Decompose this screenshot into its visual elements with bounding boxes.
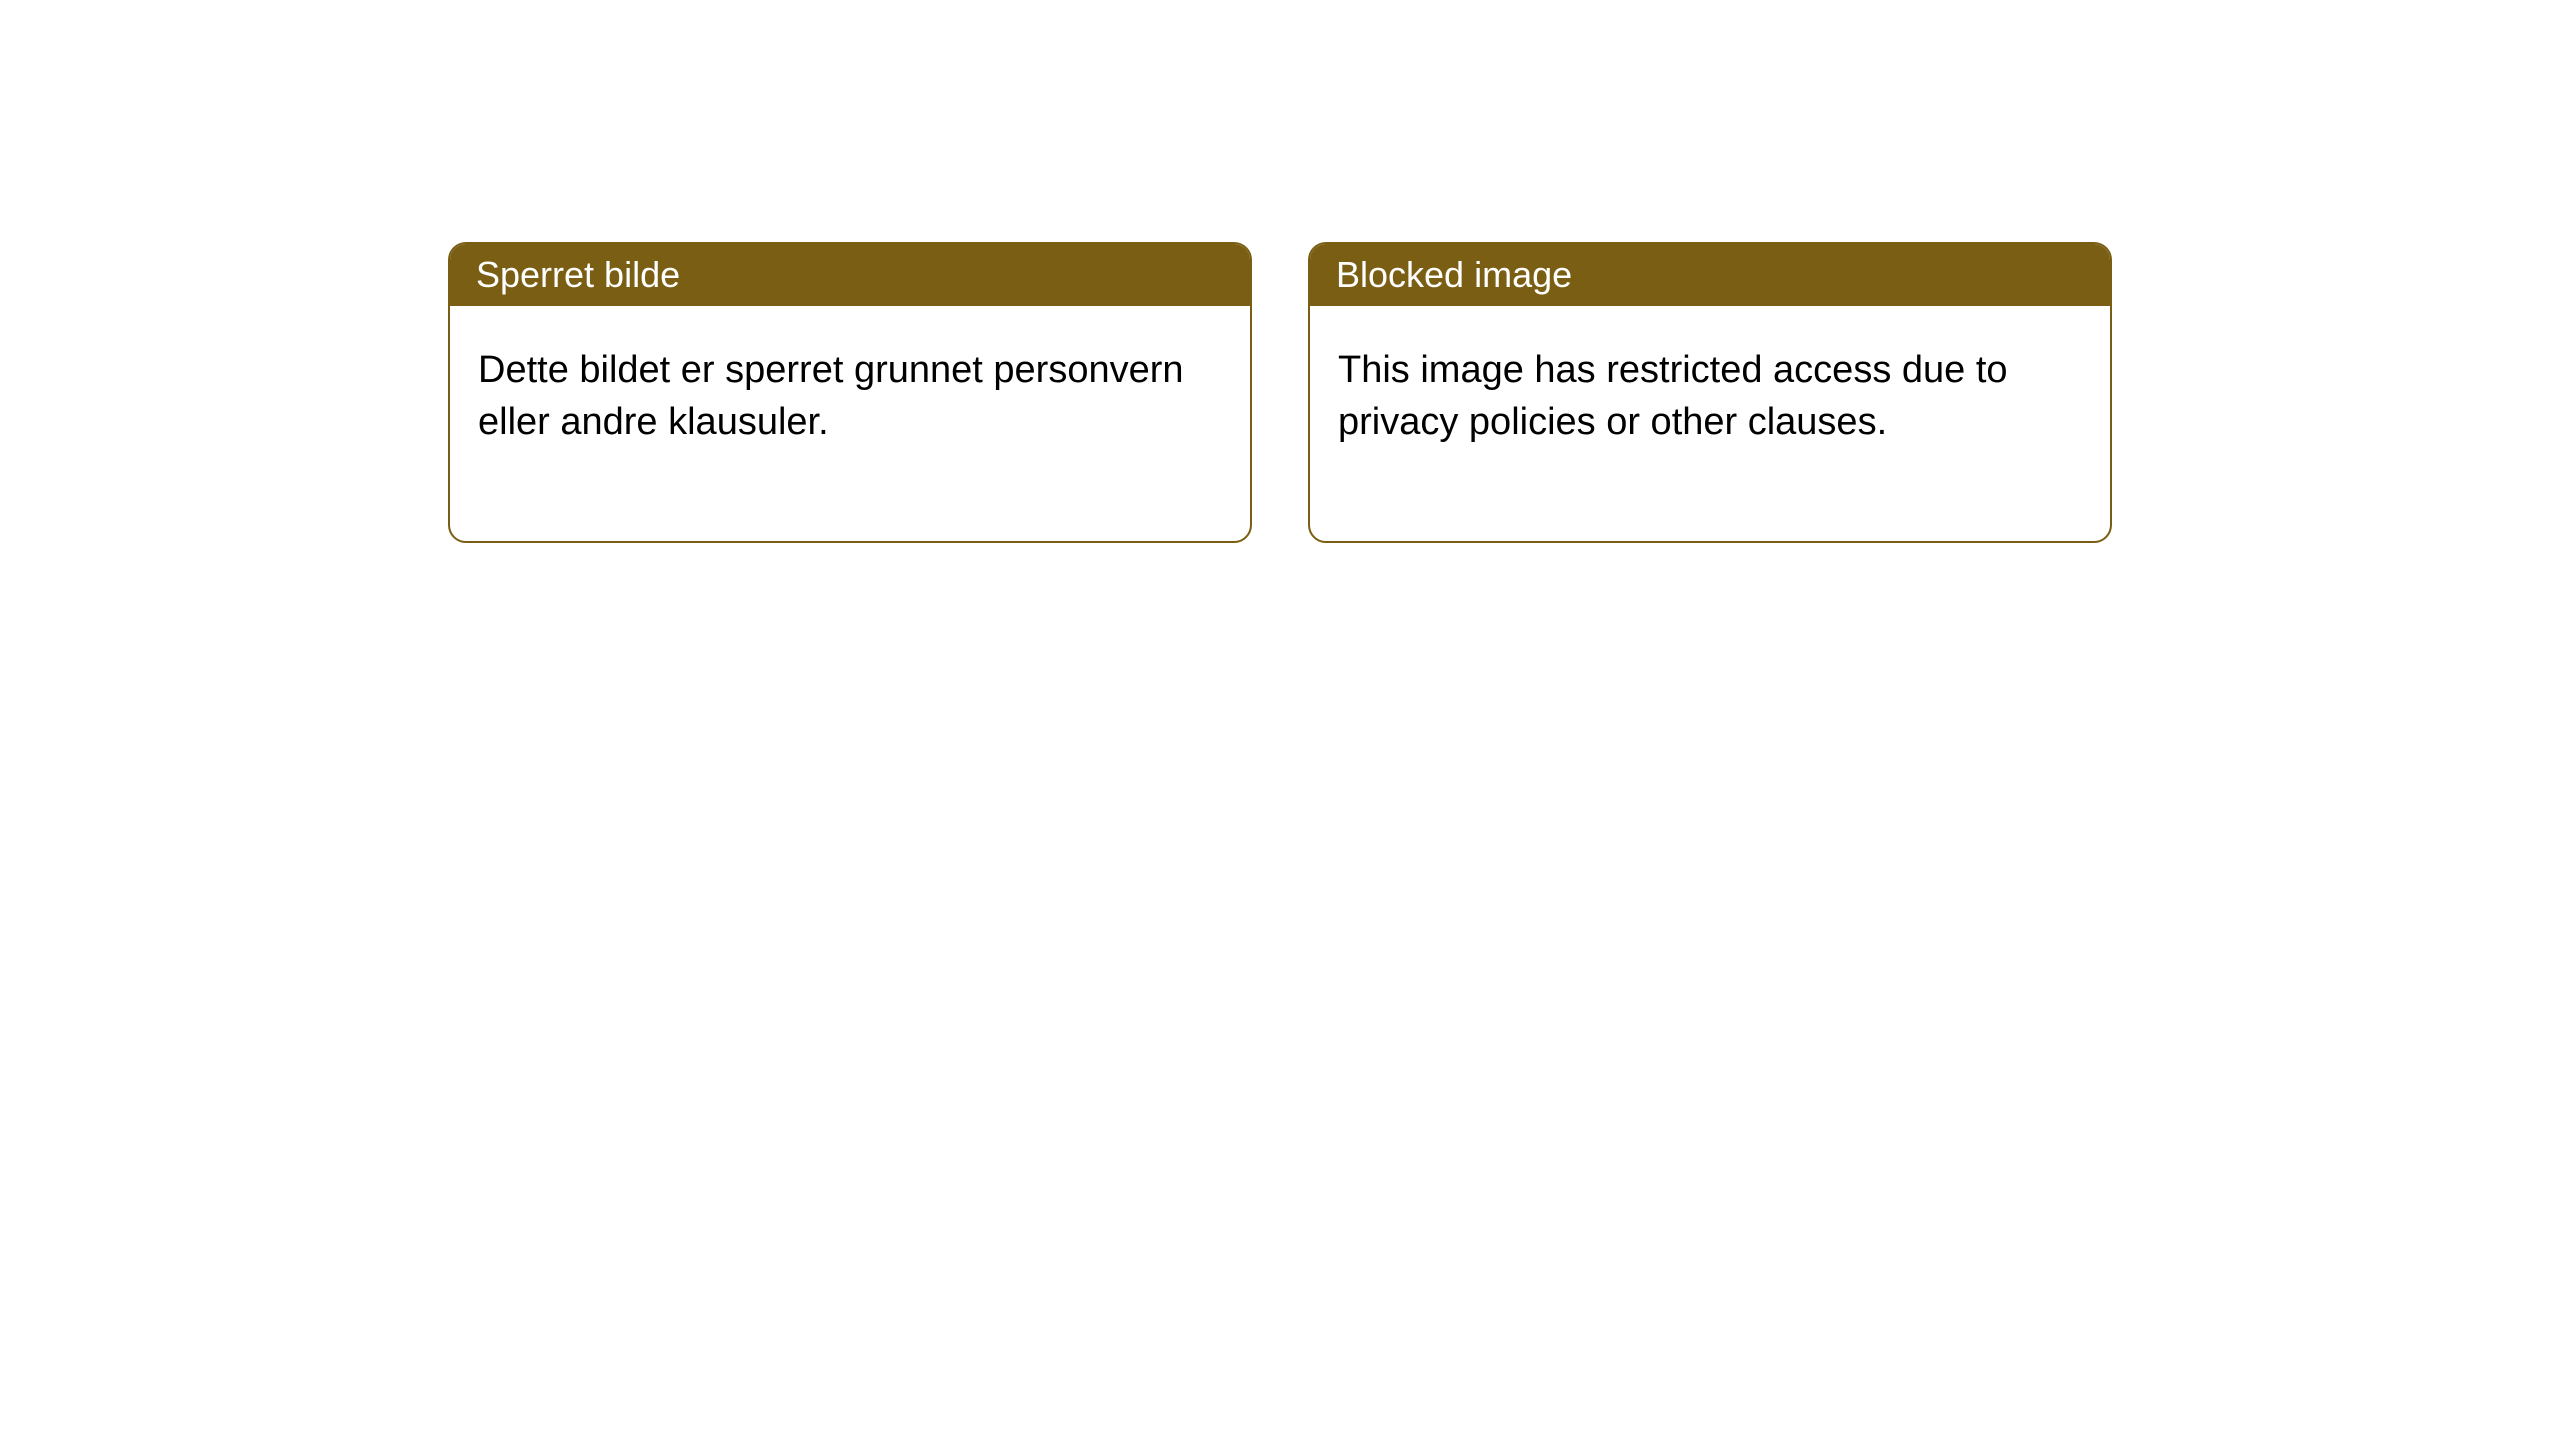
notice-body-text: Dette bildet er sperret grunnet personve… [478, 349, 1184, 443]
notice-body: This image has restricted access due to … [1310, 306, 2110, 541]
notice-title-text: Sperret bilde [476, 254, 680, 295]
notice-header: Sperret bilde [450, 244, 1250, 306]
notice-box-norwegian: Sperret bilde Dette bildet er sperret gr… [448, 242, 1252, 543]
notice-body: Dette bildet er sperret grunnet personve… [450, 306, 1250, 541]
notice-box-english: Blocked image This image has restricted … [1308, 242, 2112, 543]
notice-title-text: Blocked image [1336, 254, 1572, 295]
notice-header: Blocked image [1310, 244, 2110, 306]
notice-body-text: This image has restricted access due to … [1338, 349, 2008, 443]
notice-container: Sperret bilde Dette bildet er sperret gr… [448, 242, 2112, 543]
